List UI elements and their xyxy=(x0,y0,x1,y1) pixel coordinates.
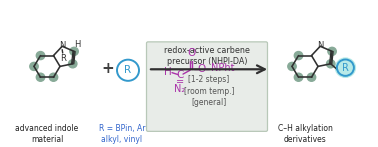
Text: N: N xyxy=(59,41,65,50)
Text: N: N xyxy=(317,41,323,50)
Text: R: R xyxy=(60,54,66,63)
Text: R = BPin, Ar
alkyl, vinyl: R = BPin, Ar alkyl, vinyl xyxy=(99,124,145,143)
Text: C: C xyxy=(176,70,184,80)
Text: +: + xyxy=(102,61,115,76)
Text: NPht: NPht xyxy=(211,63,234,73)
Text: R: R xyxy=(342,63,349,73)
Circle shape xyxy=(70,47,78,55)
Text: O: O xyxy=(198,64,206,74)
Text: H: H xyxy=(74,40,80,49)
Text: C–H alkylation
derivatives: C–H alkylation derivatives xyxy=(277,124,332,143)
Text: N₂: N₂ xyxy=(174,83,186,93)
Text: H: H xyxy=(164,67,172,77)
Circle shape xyxy=(36,52,45,60)
Circle shape xyxy=(294,73,303,81)
Circle shape xyxy=(36,73,45,81)
Circle shape xyxy=(307,73,316,81)
FancyBboxPatch shape xyxy=(147,42,268,131)
Circle shape xyxy=(68,60,77,68)
Circle shape xyxy=(327,60,335,68)
Circle shape xyxy=(30,62,38,70)
Text: [1-2 steps]
[room temp.]
[general]: [1-2 steps] [room temp.] [general] xyxy=(184,75,234,107)
Text: =: = xyxy=(176,77,184,87)
Circle shape xyxy=(294,52,303,60)
Text: redox-active carbene
precursor (NHPI-DA): redox-active carbene precursor (NHPI-DA) xyxy=(164,46,250,66)
Circle shape xyxy=(49,73,58,81)
Circle shape xyxy=(288,62,296,70)
Text: R: R xyxy=(124,65,132,75)
Text: O: O xyxy=(187,48,195,58)
Circle shape xyxy=(328,47,336,55)
Circle shape xyxy=(335,58,355,77)
Text: advanced indole
material: advanced indole material xyxy=(15,124,79,143)
